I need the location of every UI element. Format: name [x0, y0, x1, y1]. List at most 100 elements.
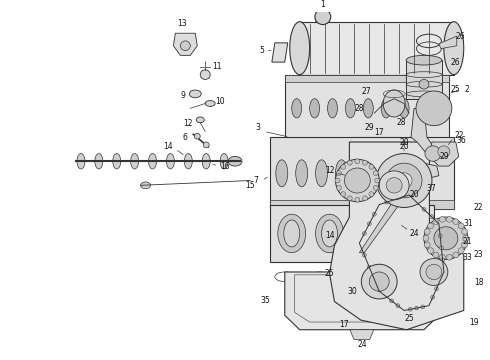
- Circle shape: [463, 235, 469, 241]
- Ellipse shape: [391, 214, 419, 253]
- Ellipse shape: [131, 154, 139, 169]
- Circle shape: [420, 258, 448, 285]
- Circle shape: [386, 163, 422, 198]
- Text: 15: 15: [245, 181, 255, 190]
- Ellipse shape: [321, 220, 338, 247]
- Circle shape: [446, 216, 452, 222]
- Bar: [300, 22, 454, 75]
- Circle shape: [453, 252, 459, 258]
- Polygon shape: [439, 36, 457, 49]
- Circle shape: [429, 215, 434, 219]
- Circle shape: [372, 212, 376, 216]
- Ellipse shape: [202, 154, 210, 169]
- Text: 14: 14: [325, 231, 334, 240]
- Circle shape: [438, 234, 442, 238]
- Circle shape: [424, 217, 468, 260]
- Circle shape: [361, 264, 397, 299]
- Ellipse shape: [383, 90, 405, 117]
- Ellipse shape: [417, 99, 427, 118]
- Text: 29: 29: [439, 152, 449, 161]
- Circle shape: [416, 91, 452, 126]
- Circle shape: [335, 178, 340, 183]
- Ellipse shape: [276, 160, 288, 187]
- Text: 1: 1: [320, 0, 325, 9]
- Text: 20: 20: [409, 190, 419, 199]
- Circle shape: [433, 219, 439, 225]
- Ellipse shape: [278, 214, 306, 253]
- Circle shape: [441, 258, 444, 262]
- Ellipse shape: [95, 154, 103, 169]
- Ellipse shape: [167, 154, 174, 169]
- Text: 10: 10: [215, 97, 225, 106]
- Circle shape: [341, 192, 346, 197]
- Circle shape: [440, 255, 445, 260]
- Circle shape: [419, 80, 429, 89]
- Circle shape: [425, 146, 441, 161]
- Text: 35: 35: [260, 296, 270, 305]
- Circle shape: [424, 229, 430, 235]
- Ellipse shape: [228, 157, 242, 166]
- Text: 30: 30: [347, 287, 357, 296]
- Ellipse shape: [353, 214, 381, 253]
- Circle shape: [373, 185, 378, 190]
- Circle shape: [373, 171, 378, 176]
- Ellipse shape: [375, 160, 387, 187]
- Circle shape: [363, 196, 368, 201]
- Text: 26: 26: [456, 32, 465, 41]
- Circle shape: [368, 222, 371, 226]
- Circle shape: [369, 165, 374, 169]
- Bar: [285, 75, 449, 82]
- Text: 33: 33: [463, 253, 473, 262]
- Ellipse shape: [316, 214, 343, 253]
- Circle shape: [337, 185, 342, 190]
- Text: 37: 37: [426, 184, 436, 193]
- Circle shape: [336, 159, 379, 202]
- Circle shape: [453, 219, 459, 225]
- Circle shape: [180, 41, 190, 50]
- Text: 25: 25: [404, 314, 414, 323]
- Ellipse shape: [196, 117, 204, 123]
- Ellipse shape: [415, 160, 427, 187]
- Ellipse shape: [141, 182, 150, 189]
- Text: 22: 22: [474, 203, 484, 212]
- Text: 17: 17: [340, 320, 349, 329]
- Circle shape: [462, 229, 467, 235]
- Circle shape: [433, 252, 439, 258]
- Text: 14: 14: [164, 142, 173, 151]
- Circle shape: [355, 159, 360, 164]
- Text: 36: 36: [457, 136, 466, 145]
- Polygon shape: [429, 142, 459, 166]
- Text: 27: 27: [362, 87, 371, 96]
- Ellipse shape: [355, 160, 368, 187]
- Circle shape: [431, 295, 435, 299]
- Ellipse shape: [399, 99, 409, 118]
- Text: 29: 29: [365, 123, 374, 132]
- Ellipse shape: [205, 100, 215, 107]
- Circle shape: [195, 133, 200, 139]
- Ellipse shape: [295, 160, 308, 187]
- Circle shape: [440, 246, 443, 250]
- Text: 21: 21: [463, 237, 472, 246]
- Circle shape: [368, 265, 371, 269]
- Circle shape: [438, 279, 442, 282]
- Circle shape: [424, 242, 430, 248]
- Text: 28: 28: [396, 118, 406, 127]
- Circle shape: [363, 160, 368, 165]
- Circle shape: [362, 231, 367, 235]
- Circle shape: [415, 306, 418, 310]
- Bar: [270, 204, 434, 262]
- Text: 7: 7: [253, 176, 258, 185]
- Circle shape: [375, 178, 380, 183]
- Bar: [406, 60, 442, 99]
- Text: 28: 28: [355, 104, 364, 113]
- Circle shape: [384, 294, 388, 298]
- Text: 31: 31: [463, 219, 472, 228]
- Ellipse shape: [381, 99, 391, 118]
- Circle shape: [428, 223, 434, 229]
- Circle shape: [386, 177, 402, 193]
- Circle shape: [446, 255, 452, 260]
- Circle shape: [462, 242, 467, 248]
- Ellipse shape: [327, 99, 338, 118]
- Ellipse shape: [345, 99, 355, 118]
- Circle shape: [458, 248, 464, 253]
